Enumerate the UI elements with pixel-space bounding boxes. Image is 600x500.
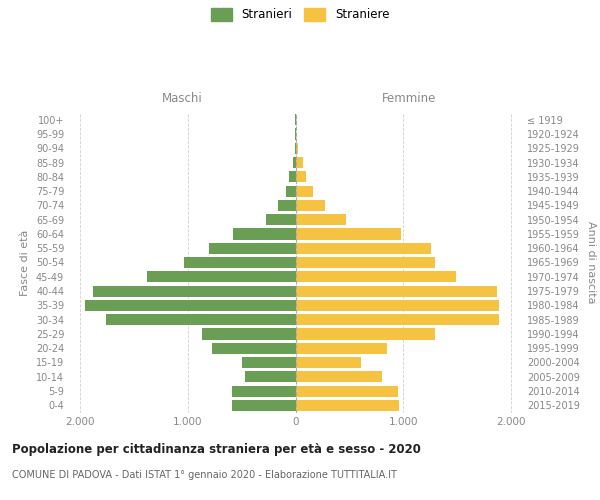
Text: Femmine: Femmine xyxy=(382,92,436,105)
Bar xyxy=(296,242,431,254)
Bar xyxy=(296,286,497,296)
Y-axis label: Fasce di età: Fasce di età xyxy=(20,230,30,296)
Bar xyxy=(93,286,296,296)
Bar xyxy=(232,400,296,411)
Bar xyxy=(212,342,296,354)
Bar xyxy=(296,357,361,368)
Y-axis label: Anni di nascita: Anni di nascita xyxy=(586,221,596,304)
Bar xyxy=(286,186,296,196)
Bar xyxy=(202,328,296,340)
Bar xyxy=(296,271,456,282)
Bar xyxy=(296,386,398,396)
Bar xyxy=(296,214,346,225)
Bar xyxy=(85,300,296,311)
Bar xyxy=(296,342,387,354)
Text: COMUNE DI PADOVA - Dati ISTAT 1° gennaio 2020 - Elaborazione TUTTITALIA.IT: COMUNE DI PADOVA - Dati ISTAT 1° gennaio… xyxy=(12,470,397,480)
Bar xyxy=(242,357,296,368)
Bar xyxy=(296,142,298,154)
Bar xyxy=(296,228,401,239)
Bar xyxy=(209,242,296,254)
Text: Maschi: Maschi xyxy=(162,92,203,105)
Bar xyxy=(146,271,296,282)
Bar xyxy=(278,200,296,211)
Bar xyxy=(296,186,313,196)
Bar xyxy=(289,171,296,182)
Bar xyxy=(296,257,434,268)
Bar xyxy=(106,314,296,325)
Bar xyxy=(296,328,434,340)
Bar xyxy=(296,314,499,325)
Bar xyxy=(232,386,296,396)
Legend: Stranieri, Straniere: Stranieri, Straniere xyxy=(211,8,389,22)
Text: Popolazione per cittadinanza straniera per età e sesso - 2020: Popolazione per cittadinanza straniera p… xyxy=(12,442,421,456)
Bar xyxy=(296,171,306,182)
Bar xyxy=(296,371,382,382)
Bar xyxy=(296,200,325,211)
Bar xyxy=(293,157,296,168)
Bar xyxy=(296,157,303,168)
Bar xyxy=(296,400,399,411)
Bar xyxy=(296,300,499,311)
Bar xyxy=(245,371,296,382)
Bar xyxy=(184,257,296,268)
Bar xyxy=(266,214,296,225)
Bar xyxy=(233,228,296,239)
